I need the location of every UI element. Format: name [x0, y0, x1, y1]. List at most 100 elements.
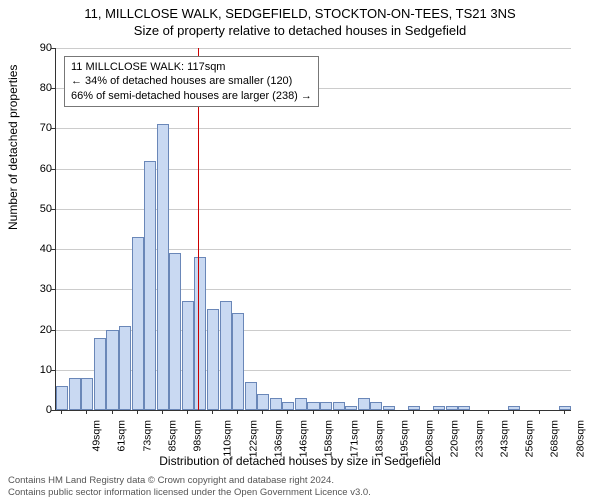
histogram-bar — [207, 309, 219, 410]
x-tick-label: 171sqm — [348, 420, 360, 457]
histogram-bar — [508, 406, 520, 410]
x-tick-mark — [61, 410, 62, 414]
gridline — [56, 169, 571, 170]
histogram-bar — [220, 301, 232, 410]
x-tick-mark — [237, 410, 238, 414]
histogram-bar — [383, 406, 395, 410]
y-tick-label: 40 — [22, 243, 52, 255]
x-tick-label: 256sqm — [524, 420, 536, 457]
x-tick-label: 122sqm — [247, 420, 259, 457]
x-tick-mark — [287, 410, 288, 414]
histogram-bar — [81, 378, 93, 410]
gridline — [56, 128, 571, 129]
x-tick-mark — [162, 410, 163, 414]
x-tick-mark — [463, 410, 464, 414]
histogram-bar — [94, 338, 106, 410]
annotation-callout: 11 MILLCLOSE WALK: 117sqm ← 34% of detac… — [64, 56, 319, 107]
histogram-bar — [270, 398, 282, 410]
x-tick-mark — [438, 410, 439, 414]
annotation-line1: 11 MILLCLOSE WALK: 117sqm — [71, 60, 312, 74]
y-tick-mark — [51, 330, 55, 331]
footer-attribution: Contains HM Land Registry data © Crown c… — [8, 475, 592, 498]
y-tick-label: 60 — [22, 163, 52, 175]
y-tick-label: 20 — [22, 324, 52, 336]
x-tick-label: 85sqm — [166, 420, 178, 452]
y-tick-mark — [51, 48, 55, 49]
histogram-bar — [307, 402, 319, 410]
chart-container: 11, MILLCLOSE WALK, SEDGEFIELD, STOCKTON… — [0, 0, 600, 500]
x-tick-mark — [137, 410, 138, 414]
x-tick-label: 243sqm — [499, 420, 511, 457]
x-tick-label: 280sqm — [574, 420, 586, 457]
x-tick-mark — [388, 410, 389, 414]
y-tick-mark — [51, 410, 55, 411]
y-tick-label: 50 — [22, 203, 52, 215]
histogram-bar — [282, 402, 294, 410]
gridline — [56, 209, 571, 210]
histogram-bar — [182, 301, 194, 410]
histogram-bar — [408, 406, 420, 410]
gridline — [56, 48, 571, 49]
y-tick-mark — [51, 88, 55, 89]
histogram-bar — [295, 398, 307, 410]
x-tick-label: 220sqm — [448, 420, 460, 457]
y-tick-label: 80 — [22, 82, 52, 94]
annotation-line2: ← 34% of detached houses are smaller (12… — [71, 74, 312, 88]
y-tick-label: 90 — [22, 42, 52, 54]
histogram-bar — [370, 402, 382, 410]
y-tick-mark — [51, 249, 55, 250]
histogram-bar — [132, 237, 144, 410]
x-tick-label: 208sqm — [423, 420, 435, 457]
y-tick-mark — [51, 209, 55, 210]
histogram-bar — [345, 406, 357, 410]
histogram-bar — [257, 394, 269, 410]
x-tick-label: 136sqm — [272, 420, 284, 457]
x-tick-mark — [338, 410, 339, 414]
chart-title-line2: Size of property relative to detached ho… — [0, 21, 600, 38]
footer-line2: Contains public sector information licen… — [8, 487, 592, 498]
histogram-bar — [245, 382, 257, 410]
histogram-bar — [69, 378, 81, 410]
y-tick-label: 0 — [22, 404, 52, 416]
annotation-line3: 66% of semi-detached houses are larger (… — [71, 89, 312, 103]
y-tick-label: 70 — [22, 122, 52, 134]
footer-line1: Contains HM Land Registry data © Crown c… — [8, 475, 592, 486]
x-tick-label: 61sqm — [116, 420, 128, 452]
y-tick-mark — [51, 289, 55, 290]
histogram-bar — [320, 402, 332, 410]
x-tick-label: 195sqm — [398, 420, 410, 457]
x-tick-mark — [564, 410, 565, 414]
y-tick-label: 30 — [22, 283, 52, 295]
x-tick-label: 73sqm — [141, 420, 153, 452]
histogram-bar — [144, 161, 156, 410]
x-tick-label: 158sqm — [323, 420, 335, 457]
histogram-bar — [446, 406, 458, 410]
x-tick-mark — [539, 410, 540, 414]
x-tick-mark — [187, 410, 188, 414]
x-tick-mark — [86, 410, 87, 414]
x-tick-mark — [363, 410, 364, 414]
x-tick-label: 146sqm — [298, 420, 310, 457]
y-tick-mark — [51, 169, 55, 170]
x-tick-mark — [212, 410, 213, 414]
x-tick-mark — [513, 410, 514, 414]
x-tick-label: 233sqm — [473, 420, 485, 457]
histogram-bar — [433, 406, 445, 410]
histogram-bar — [169, 253, 181, 410]
x-tick-mark — [313, 410, 314, 414]
histogram-bar — [157, 124, 169, 410]
x-tick-mark — [262, 410, 263, 414]
x-tick-mark — [112, 410, 113, 414]
histogram-bar — [106, 330, 118, 410]
x-tick-label: 183sqm — [373, 420, 385, 457]
histogram-bar — [119, 326, 131, 410]
y-tick-mark — [51, 370, 55, 371]
x-tick-mark — [413, 410, 414, 414]
y-tick-label: 10 — [22, 364, 52, 376]
x-tick-label: 98sqm — [191, 420, 203, 452]
histogram-bar — [458, 406, 470, 410]
chart-title-line1: 11, MILLCLOSE WALK, SEDGEFIELD, STOCKTON… — [0, 0, 600, 21]
x-tick-label: 110sqm — [221, 420, 233, 457]
x-tick-label: 49sqm — [91, 420, 103, 452]
x-tick-label: 268sqm — [549, 420, 561, 457]
